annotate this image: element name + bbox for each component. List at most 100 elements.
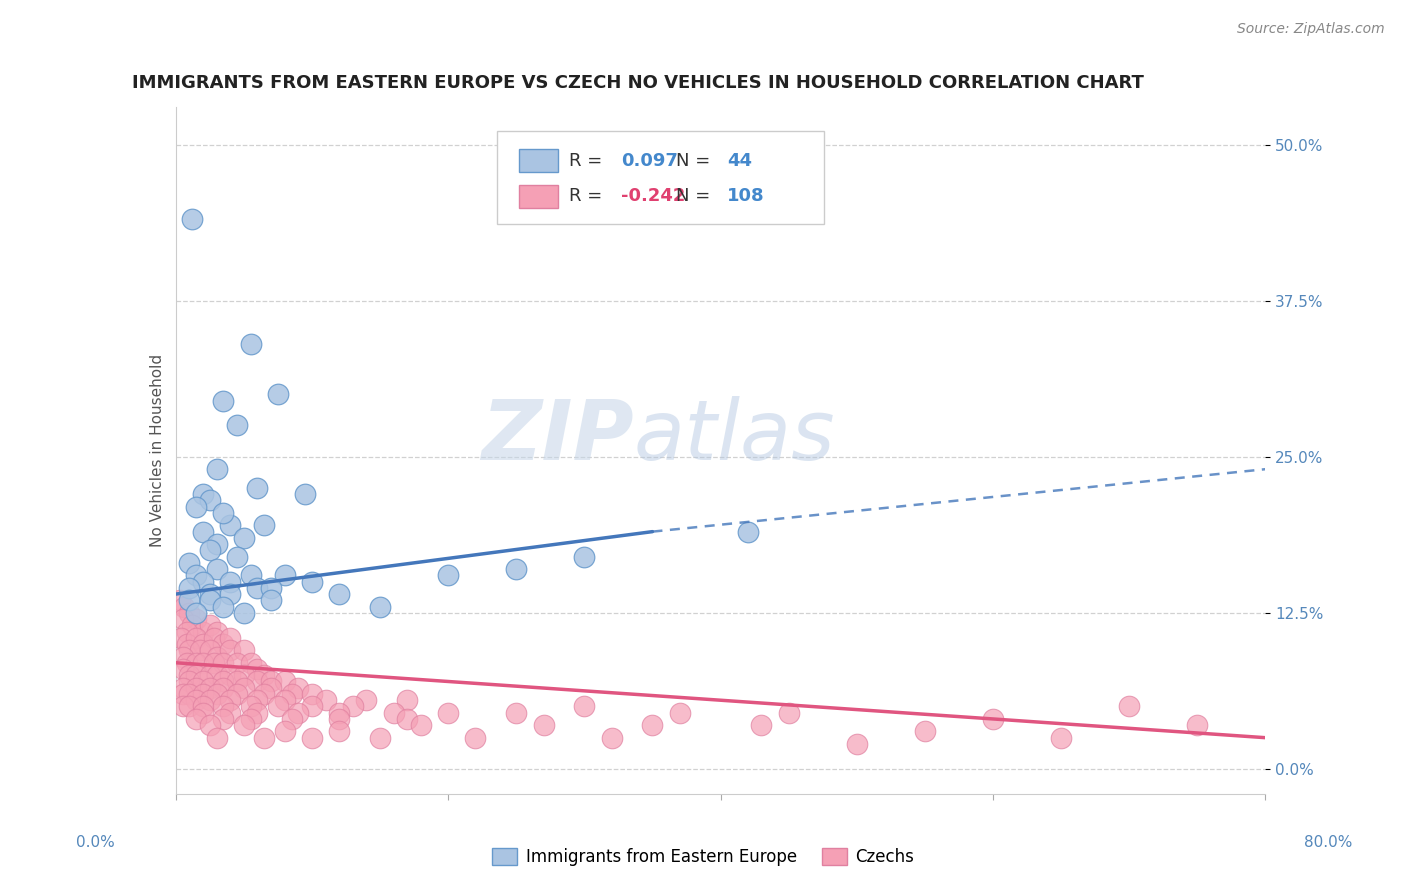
Point [212, 699, 235, 714]
Point [198, 493, 221, 508]
Point [219, 668, 242, 682]
Point [198, 643, 221, 657]
Point [246, 481, 269, 495]
Text: Source: ZipAtlas.com: Source: ZipAtlas.com [1237, 22, 1385, 37]
Point [845, 737, 868, 751]
Point [170, 631, 193, 645]
Point [505, 706, 527, 720]
Point [253, 518, 276, 533]
Point [253, 731, 276, 745]
Point [172, 687, 194, 701]
Point [172, 649, 194, 664]
Point [191, 706, 214, 720]
Point [219, 706, 242, 720]
Point [409, 718, 432, 732]
Text: 44: 44 [727, 152, 752, 169]
FancyBboxPatch shape [498, 131, 824, 224]
Point [186, 668, 208, 682]
Point [315, 693, 337, 707]
Point [186, 612, 208, 626]
Text: IMMIGRANTS FROM EASTERN EUROPE VS CZECH NO VEHICLES IN HOUSEHOLD CORRELATION CHA: IMMIGRANTS FROM EASTERN EUROPE VS CZECH … [132, 74, 1144, 92]
Point [205, 537, 228, 551]
Point [280, 712, 302, 726]
Point [914, 724, 936, 739]
Point [186, 631, 208, 645]
Point [191, 487, 214, 501]
Point [172, 662, 194, 676]
Point [232, 531, 254, 545]
Point [219, 518, 242, 533]
Point [186, 656, 208, 670]
Point [198, 693, 221, 707]
Point [198, 618, 221, 632]
Point [191, 674, 214, 689]
Point [328, 706, 350, 720]
Point [219, 643, 242, 657]
Point [600, 731, 623, 745]
FancyBboxPatch shape [519, 185, 558, 208]
Point [274, 724, 297, 739]
Point [205, 624, 228, 639]
Point [267, 387, 290, 401]
Point [246, 706, 269, 720]
Point [186, 568, 208, 582]
Point [778, 706, 800, 720]
Point [301, 574, 323, 589]
Text: R =: R = [569, 152, 609, 169]
Point [179, 606, 201, 620]
Point [274, 693, 297, 707]
Point [437, 706, 460, 720]
Point [191, 574, 214, 589]
Point [205, 562, 228, 576]
Point [212, 656, 235, 670]
Point [342, 699, 364, 714]
Point [1050, 731, 1073, 745]
Point [232, 606, 254, 620]
Point [1118, 699, 1140, 714]
Point [368, 599, 391, 614]
Point [226, 418, 249, 433]
Point [368, 731, 391, 745]
Point [574, 549, 596, 564]
Point [232, 643, 254, 657]
Point [294, 487, 316, 501]
Point [186, 693, 208, 707]
Point [205, 687, 228, 701]
Point [239, 568, 262, 582]
Point [396, 693, 419, 707]
Point [186, 500, 208, 514]
Point [198, 587, 221, 601]
Point [328, 587, 350, 601]
Point [253, 668, 276, 682]
Point [246, 662, 269, 676]
Point [212, 674, 235, 689]
Point [198, 718, 221, 732]
Point [356, 693, 378, 707]
Point [212, 712, 235, 726]
Point [219, 587, 242, 601]
Point [260, 681, 283, 695]
Text: 0.0%: 0.0% [76, 836, 115, 850]
Text: R =: R = [569, 187, 609, 205]
Text: atlas: atlas [633, 396, 835, 477]
Point [981, 712, 1004, 726]
Point [179, 674, 201, 689]
Point [176, 624, 198, 639]
Point [212, 637, 235, 651]
Point [751, 718, 773, 732]
Point [202, 656, 225, 670]
Point [169, 593, 191, 607]
Point [186, 681, 208, 695]
Point [574, 699, 596, 714]
Text: -0.242: -0.242 [621, 187, 686, 205]
Point [287, 681, 309, 695]
Point [260, 674, 283, 689]
Point [202, 631, 225, 645]
Point [301, 731, 323, 745]
Legend: Immigrants from Eastern Europe, Czechs: Immigrants from Eastern Europe, Czechs [485, 841, 921, 873]
Point [179, 643, 201, 657]
Point [198, 681, 221, 695]
Point [198, 543, 221, 558]
Point [212, 599, 235, 614]
Point [191, 699, 214, 714]
